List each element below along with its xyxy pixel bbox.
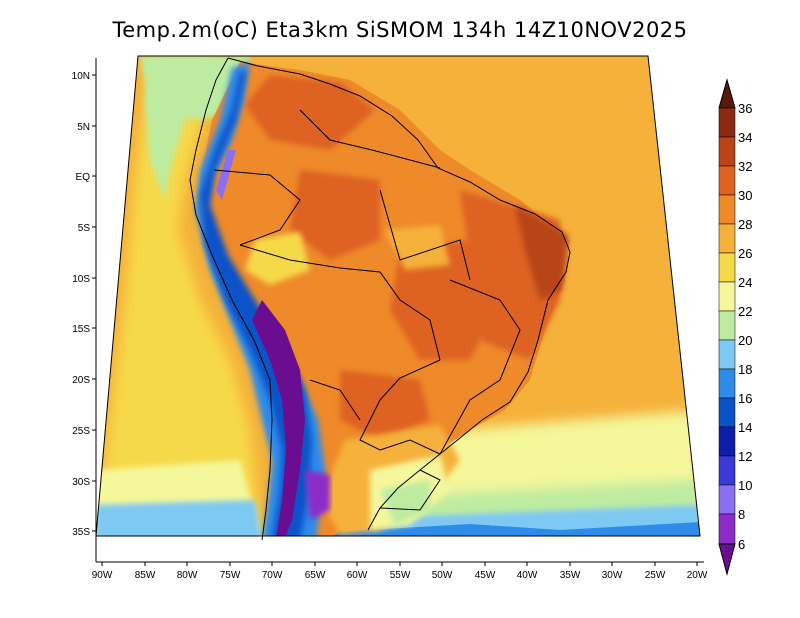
colorbar: 36 34 32 30 28 26 24 22 20 18 16 14 12 1… — [718, 78, 752, 576]
amazon-hot-zone — [290, 170, 380, 260]
colorbar-segment-20-22 — [718, 310, 736, 341]
west-amazon-cool — [245, 232, 310, 285]
colorbar-segment-22-24 — [718, 281, 736, 312]
lon-label-70w: 70W — [262, 570, 283, 581]
colorbar-segment-34-36 — [718, 107, 736, 138]
guianas-border — [299, 109, 441, 169]
north-hot-zone — [245, 75, 375, 150]
colorbar-label-36: 36 — [738, 101, 752, 116]
colorbar-segment-28-30 — [718, 194, 736, 225]
colorbar-label-26: 26 — [738, 246, 752, 261]
pacific-warm-band — [96, 60, 262, 536]
lon-label-25w: 25W — [645, 570, 666, 581]
colorbar-segment-8-10 — [718, 484, 736, 515]
brazil-bolivia-border — [239, 244, 441, 361]
north-andes-core — [216, 150, 236, 200]
lat-label-5n: 5N — [77, 122, 90, 133]
colorbar-segment-14-16 — [718, 397, 736, 428]
colorbar-segment-18-20 — [718, 339, 736, 370]
lon-label-90w: 90W — [92, 570, 113, 581]
lat-label-30s: 30S — [72, 477, 90, 488]
colorbar-label-6: 6 — [738, 537, 745, 552]
lon-label-85w: 85W — [135, 570, 156, 581]
lat-label-35s: 35S — [72, 527, 90, 538]
paraguay-border — [359, 359, 441, 455]
lon-label-35w: 35W — [560, 570, 581, 581]
lon-label-40w: 40W — [517, 570, 538, 581]
uruguay-border — [379, 469, 441, 511]
latitude-axis: 10N 5N EQ 5S 10S 15S 20S 25S 30S 35S — [72, 58, 97, 562]
lon-label-60w: 60W — [347, 570, 368, 581]
lat-label-25s: 25S — [72, 426, 90, 437]
colorbar-segment-32-34 — [718, 136, 736, 167]
colorbar-label-12: 12 — [738, 449, 752, 464]
lat-label-15s: 15S — [72, 324, 90, 335]
colorbar-label-14: 14 — [738, 420, 752, 435]
colorbar-segment-6-8 — [718, 513, 736, 545]
colorbar-label-22: 22 — [738, 304, 752, 319]
colorbar-segment-10-12 — [718, 455, 736, 486]
colorbar-label-30: 30 — [738, 188, 752, 203]
lon-label-20w: 20W — [687, 570, 708, 581]
andes-coldest-core — [252, 300, 305, 536]
lon-label-55w: 55W — [390, 570, 411, 581]
colorbar-label-10: 10 — [738, 478, 752, 493]
para-cool — [385, 225, 450, 270]
colorbar-segment-30-32 — [718, 165, 736, 196]
colorbar-label-16: 16 — [738, 391, 752, 406]
colorbar-label-28: 28 — [738, 217, 752, 232]
lon-label-65w: 65W — [305, 570, 326, 581]
colorbar-label-34: 34 — [738, 130, 752, 145]
colorbar-label-32: 32 — [738, 159, 752, 174]
temperature-field — [96, 56, 700, 536]
lon-label-50w: 50W — [432, 570, 453, 581]
colorbar-segment-24-26 — [718, 252, 736, 283]
lon-label-45w: 45W — [475, 570, 496, 581]
colorbar-segment-26-28 — [718, 223, 736, 254]
colorbar-arrow-top — [718, 78, 736, 109]
lat-label-10n: 10N — [72, 71, 90, 82]
northeast-very-hot — [515, 205, 568, 300]
south-pacific-cool — [96, 500, 262, 536]
colorbar-label-18: 18 — [738, 362, 752, 377]
patagonia-cold — [305, 470, 330, 520]
brazil-states-east — [439, 279, 521, 455]
lon-label-30w: 30W — [602, 570, 623, 581]
lat-label-20s: 20S — [72, 375, 90, 386]
colorbar-segment-16-18 — [718, 368, 736, 399]
lat-label-eq: EQ — [76, 172, 91, 183]
colorbar-label-24: 24 — [738, 275, 752, 290]
lon-label-75w: 75W — [220, 570, 241, 581]
lat-label-5s: 5S — [78, 223, 91, 234]
colorbar-label-8: 8 — [738, 507, 745, 522]
colorbar-label-20: 20 — [738, 333, 752, 348]
chaco-hot-zone — [340, 370, 430, 440]
map-title: Temp.2m(oC) Eta3km SiSMOM 134h 14Z10NOV2… — [112, 18, 688, 42]
colorbar-segment-12-14 — [718, 426, 736, 457]
brazil-states-north — [379, 189, 471, 281]
peru-ecuador-border — [213, 169, 301, 246]
lon-label-80w: 80W — [177, 570, 198, 581]
political-borders — [189, 57, 571, 541]
west-coastline — [189, 57, 273, 541]
bolivia-chile-border — [309, 379, 361, 421]
longitude-axis: 90W 85W 80W 75W 70W 65W 60W 55W 50W 45W … — [92, 561, 708, 581]
uruguay-green — [380, 480, 430, 525]
colorbar-arrow-bottom — [718, 543, 736, 576]
domain-outline — [95, 55, 701, 537]
lat-label-10s: 10S — [72, 274, 90, 285]
